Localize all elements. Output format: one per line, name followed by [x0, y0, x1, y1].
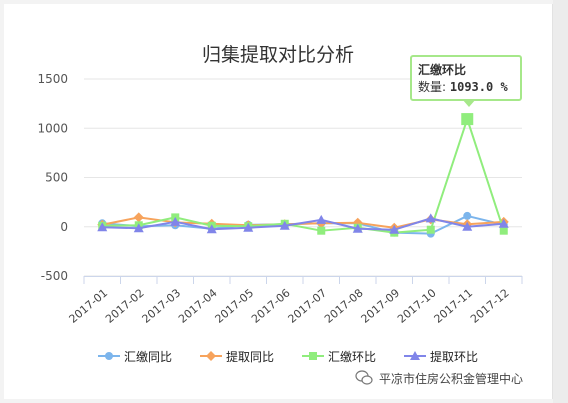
legend-marker-square-icon: [302, 352, 325, 360]
y-tick-label-2: 500: [45, 171, 68, 185]
legend-marker-diamond-icon: [200, 351, 223, 361]
series-3-point-6: [316, 214, 327, 224]
y-tick-label-0: -500: [41, 269, 68, 283]
series-3-point-1: [133, 223, 144, 233]
series-line-3: [102, 217, 504, 231]
series-3-point-9: [425, 213, 436, 223]
series-2-point-9: [426, 225, 435, 234]
y-tick-label-1: 0: [60, 220, 68, 234]
legend-item-3[interactable]: 提取环比: [404, 346, 478, 366]
series-2-point-6: [317, 226, 326, 235]
tooltip-value: 1093.0 %: [449, 80, 508, 94]
legend-label-0: 汇缴同比: [124, 349, 173, 364]
watermark: 平凉市住房公积金管理中心: [355, 369, 523, 387]
legend-marker-circle-icon: [98, 352, 120, 360]
series-line-2: [102, 118, 505, 234]
x-tick-label-9: 2017-10: [395, 286, 439, 326]
x-tick-label-5: 2017-06: [249, 286, 293, 326]
x-tick-label-2: 2017-03: [140, 286, 184, 326]
legend-label-2: 汇缴环比: [328, 349, 377, 364]
legend-item-1[interactable]: 提取同比: [200, 346, 274, 366]
series-3-point-3: [206, 224, 217, 234]
chart-tooltip: 汇缴环比 数量: 1093.0 %: [410, 55, 522, 107]
legend-label-1: 提取同比: [226, 349, 275, 364]
x-tick-label-10: 2017-11: [432, 286, 476, 326]
x-tick-label-4: 2017-05: [213, 286, 257, 326]
series-3-point-8: [389, 224, 400, 234]
series-0-point-10: [463, 211, 472, 220]
tooltip-label: 数量:: [418, 80, 447, 94]
series-2-point-10: [461, 113, 474, 126]
x-tick-label-6: 2017-07: [286, 286, 330, 326]
x-tick-label-0: 2017-01: [67, 286, 111, 326]
x-tick-label-7: 2017-08: [322, 286, 366, 326]
series-2-point-11: [499, 226, 508, 235]
series-3-point-11: [498, 218, 509, 228]
series-3-point-4: [243, 222, 254, 232]
legend-marker-triangle-icon: [404, 351, 427, 360]
series-3-point-10: [462, 221, 473, 231]
x-tick-label-11: 2017-12: [468, 286, 512, 326]
tooltip-title: 汇缴环比: [418, 63, 467, 77]
legend-item-0[interactable]: 汇缴同比: [98, 346, 172, 366]
x-tick-label-8: 2017-09: [359, 286, 403, 326]
x-tick-label-3: 2017-04: [176, 286, 220, 326]
series-3-point-0: [97, 222, 108, 232]
series-3-point-5: [279, 220, 290, 230]
series-3-point-7: [352, 223, 363, 233]
y-tick-label-3: 1000: [37, 121, 68, 135]
series-3-point-2: [170, 216, 181, 226]
legend-item-2[interactable]: 汇缴环比: [302, 346, 376, 366]
x-tick-label-1: 2017-02: [103, 286, 147, 326]
scroll-strip: [553, 0, 568, 403]
legend-label-3: 提取环比: [430, 349, 479, 364]
chart-title: 归集提取对比分析: [201, 44, 354, 66]
watermark-text: 平凉市住房公积金管理中心: [379, 371, 524, 386]
chart-legend: 汇缴同比 提取同比 汇缴环比 提取环比: [98, 346, 506, 366]
series-1-point-1: [133, 212, 144, 223]
wechat-icon: [355, 370, 373, 385]
y-tick-label-4: 1500: [37, 72, 68, 86]
